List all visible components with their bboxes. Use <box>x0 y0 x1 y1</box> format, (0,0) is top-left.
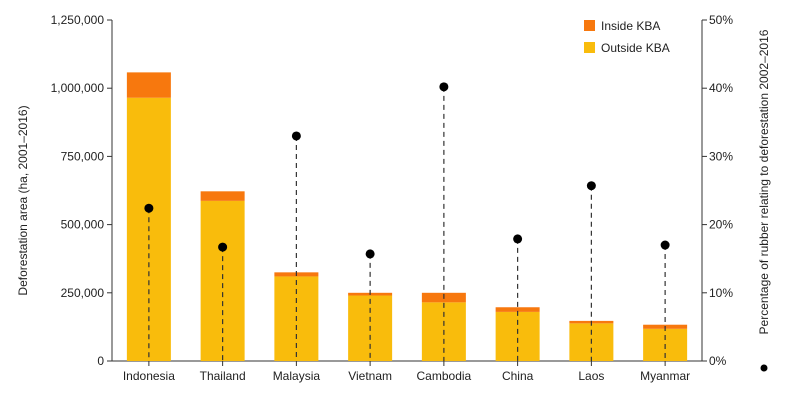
y2-tick-label: 0% <box>709 354 727 368</box>
y2-tick-label: 20% <box>709 218 733 232</box>
y2-tick-label: 40% <box>709 81 733 95</box>
y2-axis-title: Percentage of rubber relating to defores… <box>757 29 771 334</box>
axes <box>111 20 703 362</box>
right-y-ticks: 0% 10% 20% 30% 40% 50% <box>702 13 733 368</box>
y-tick-label: 0 <box>97 354 104 368</box>
legend-label-outside-kba: Outside KBA <box>601 41 670 55</box>
rubber-dot-china <box>513 234 523 244</box>
y2-tick-label: 30% <box>709 149 733 163</box>
x-tick-label-indonesia: Indonesia <box>123 369 175 383</box>
y-tick-label: 750,000 <box>61 149 105 163</box>
y-tick-label: 1,250,000 <box>51 13 105 27</box>
legend-label-inside-kba: Inside KBA <box>601 19 660 33</box>
y-axis-title: Deforestation area (ha, 2001–2016) <box>16 105 30 295</box>
rubber-dot-laos <box>586 181 596 191</box>
x-tick-label-thailand: Thailand <box>200 369 246 383</box>
y-tick-label: 500,000 <box>61 218 105 232</box>
bar-outside-kba-china <box>495 311 540 361</box>
x-tick-label-china: China <box>502 369 534 383</box>
x-tick-label-myanmar: Myanmar <box>640 369 690 383</box>
bar-inside-kba-thailand <box>200 191 245 201</box>
rubber-dot-thailand <box>218 242 228 252</box>
rubber-dot-indonesia <box>144 203 154 213</box>
rubber-dot-vietnam <box>365 249 375 259</box>
rubber-legend-marker <box>760 364 768 372</box>
x-tick-label-cambodia: Cambodia <box>417 369 472 383</box>
legend-swatch-outside-kba <box>584 42 595 53</box>
rubber-dot-malaysia <box>291 131 301 141</box>
rubber-dot-cambodia <box>439 82 449 92</box>
bar-outside-kba-thailand <box>200 200 245 361</box>
legend: Inside KBA Outside KBA <box>584 19 670 55</box>
y2-tick-label: 50% <box>709 13 733 27</box>
y-tick-label: 1,000,000 <box>51 81 105 95</box>
bar-inside-kba-indonesia <box>126 72 171 98</box>
y-tick-label: 250,000 <box>61 286 105 300</box>
x-tick-label-malaysia: Malaysia <box>273 369 321 383</box>
bars <box>126 72 688 362</box>
left-y-ticks: 0 250,000 500,000 750,000 1,000,000 1,250,000 <box>51 13 112 368</box>
rubber-dots <box>144 82 670 259</box>
y2-tick-label: 10% <box>709 286 733 300</box>
rubber-stems <box>148 86 666 361</box>
x-tick-label-laos: Laos <box>578 369 604 383</box>
x-tick-label-vietnam: Vietnam <box>348 369 392 383</box>
legend-swatch-inside-kba <box>584 20 595 31</box>
bar-inside-kba-china <box>495 307 540 312</box>
rubber-dot-myanmar <box>660 240 670 250</box>
x-tick-labels: Indonesia Thailand Malaysia Vietnam Cambodia… <box>123 361 690 383</box>
